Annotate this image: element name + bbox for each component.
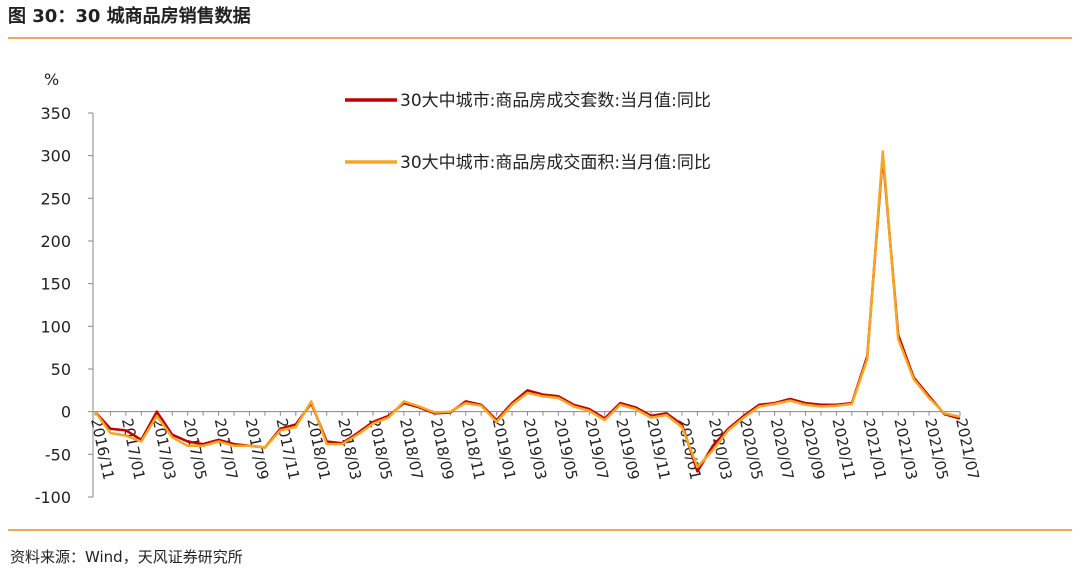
x-tick-label: 2018/07 [396,417,427,482]
x-tick-label: 2017/07 [211,417,242,482]
x-tick-label: 2020/07 [767,417,798,482]
x-tick-label: 2020/05 [736,417,767,482]
source: 资料来源：Wind，天风证券研究所 [10,548,243,566]
y-tick-label: 350 [40,104,71,123]
y-tick-label: 150 [40,275,71,294]
legend-label: 30大中城市:商品房成交面积:当月值:同比 [400,153,711,173]
x-tick-label: 2018/09 [427,417,458,482]
x-tick-label: 2017/09 [242,417,273,482]
y-tick-label: 300 [40,147,71,166]
x-tick-label: 2019/01 [489,417,520,482]
x-tick-label: 2021/03 [890,417,921,482]
x-tick-label: 2020/11 [829,417,860,482]
y-unit: % [44,70,59,89]
x-tick-label: 2019/09 [612,417,643,482]
y-tick-label: 100 [40,317,71,336]
y-tick-label: -50 [45,445,71,464]
x-tick-label: 2019/03 [520,417,551,482]
x-tick-label: 2021/07 [952,417,983,482]
y-tick-label: 0 [61,403,71,422]
x-tick-label: 2018/03 [334,417,365,482]
x-tick-label: 2019/11 [643,417,674,482]
legend-label: 30大中城市:商品房成交套数:当月值:同比 [400,91,711,111]
x-tick-label: 2021/01 [859,417,890,482]
y-tick-label: 50 [51,360,71,379]
x-tick-label: 2017/01 [118,417,149,482]
chart-title: 图 30：30 城商品房销售数据 [8,5,251,27]
x-tick-label: 2016/11 [87,417,118,482]
x-tick-label: 2021/05 [921,417,952,482]
series-line [93,150,961,469]
x-tick-label: 2018/11 [458,417,489,482]
x-tick-label: 2017/05 [180,417,211,482]
x-tick-label: 2019/07 [581,417,612,482]
y-tick-label: 200 [40,232,71,251]
x-tick-label: 2020/09 [798,417,829,482]
y-tick-label: 250 [40,189,71,208]
x-tick-label: 2018/01 [303,417,334,482]
x-tick-label: 2019/05 [550,417,581,482]
y-tick-label: -100 [35,488,71,507]
